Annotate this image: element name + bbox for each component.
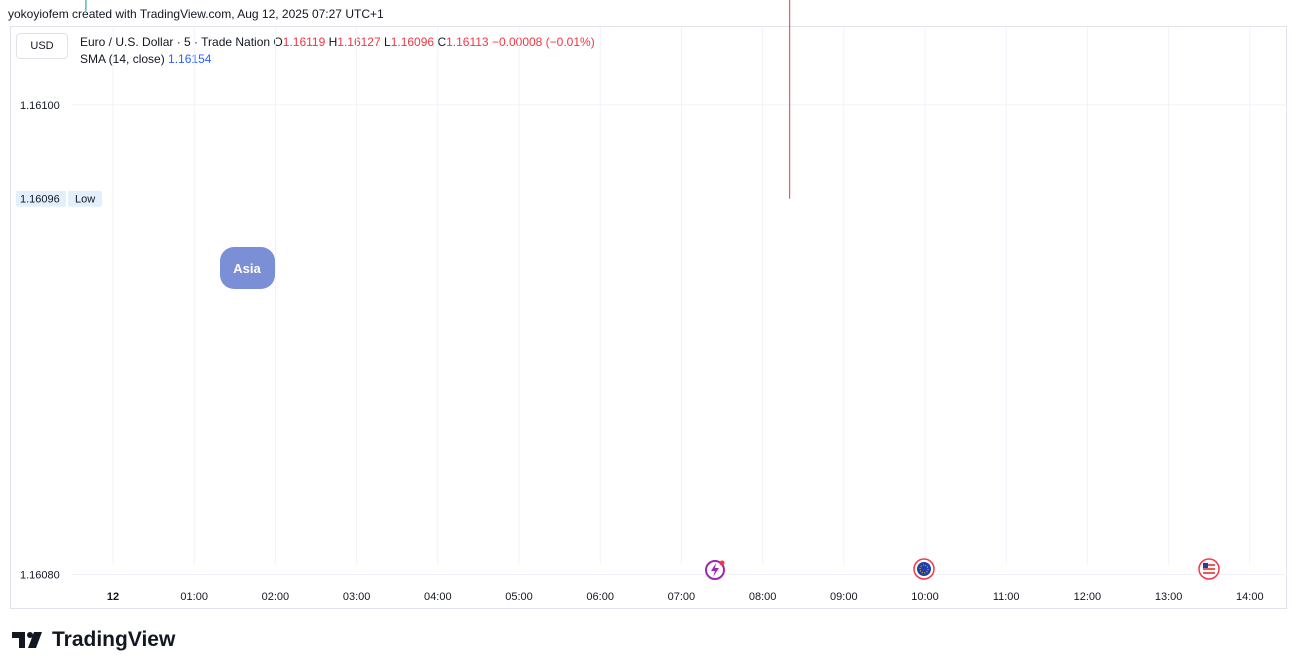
currency-selector[interactable]: USD (16, 33, 68, 59)
tradingview-logo: TradingView (12, 628, 175, 652)
tradingview-logo-icon (12, 632, 42, 648)
chart-panel (10, 26, 1287, 609)
sma-value: 1.16154 (168, 52, 212, 66)
chart-credit: yokoyiofem created with TradingView.com,… (8, 7, 384, 21)
open-value: 1.16119 (282, 35, 326, 49)
logo-text: TradingView (52, 628, 176, 651)
symbol-legend: Euro / U.S. Dollar · 5 · Trade Nation O1… (80, 35, 595, 49)
open-label: O (273, 35, 283, 49)
change-value: −0.00008 (−0.01%) (491, 35, 595, 49)
close-value: 1.16113 (446, 35, 489, 49)
low-value: 1.16096 (390, 35, 435, 49)
low-label: L (384, 35, 391, 49)
high-value: 1.16127 (337, 35, 381, 49)
sma-legend: SMA (14, close) 1.16154 (80, 52, 211, 66)
sma-label[interactable]: SMA (14, close) (80, 52, 165, 66)
high-label: H (328, 35, 338, 49)
close-label: C (437, 35, 447, 49)
symbol-name[interactable]: Euro / U.S. Dollar · 5 · Trade Nation (80, 35, 271, 49)
